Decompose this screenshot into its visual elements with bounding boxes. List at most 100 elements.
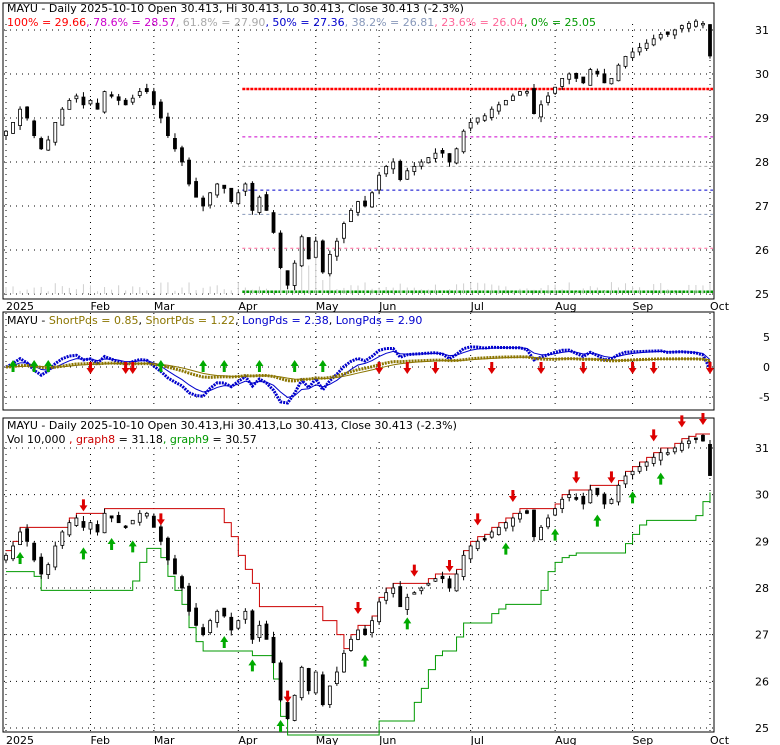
- volume-bar: [125, 290, 127, 294]
- buy-arrow: [656, 472, 665, 485]
- candle-body: [510, 95, 515, 101]
- candle-body: [433, 152, 438, 159]
- volume-bar: [477, 282, 479, 294]
- candle-body: [496, 526, 501, 536]
- candle-body: [271, 212, 276, 233]
- sell-arrow: [283, 690, 292, 703]
- x-tick-label: Oct: [710, 300, 730, 313]
- candle-body: [306, 237, 311, 260]
- candle-body: [53, 122, 58, 143]
- candle-body: [334, 671, 339, 685]
- price-panel-title: MAYU - Daily 2025-10-10 Open 30.413, Hi …: [7, 2, 464, 15]
- candle-body: [356, 201, 360, 213]
- candle-body: [95, 102, 100, 110]
- candle-body: [4, 554, 8, 561]
- buy-arrow: [107, 538, 116, 550]
- oscillator-legend-item: ,: [329, 314, 336, 327]
- up-arrow: [290, 360, 299, 372]
- sell-arrow: [508, 490, 517, 502]
- candle-body: [581, 495, 586, 505]
- candle-body: [313, 240, 318, 258]
- down-arrow: [579, 362, 588, 374]
- candle-body: [187, 585, 191, 612]
- x-tick-label: May: [316, 300, 339, 313]
- candle-body: [370, 192, 374, 208]
- candle-body: [679, 25, 684, 30]
- volume-bar: [681, 290, 683, 294]
- y-tick-label: 5: [763, 331, 770, 344]
- candle-body: [651, 456, 656, 464]
- candle-body: [271, 636, 276, 664]
- stops-x-axis: 2025 Feb Mar Apr May Jun Jul Aug Sep Oct: [6, 734, 730, 745]
- oscillator-legend-item: LongPds = 2.38: [242, 314, 329, 327]
- candle-body: [539, 526, 543, 541]
- volume-bar: [653, 284, 655, 294]
- volume-bar: [181, 287, 183, 294]
- volume-bar: [674, 291, 676, 294]
- candle-body: [60, 531, 65, 546]
- y-tick-label: 27: [755, 629, 769, 642]
- candle-body: [18, 531, 22, 545]
- candle-body: [151, 515, 156, 528]
- volume-bar: [617, 287, 619, 294]
- candle-body: [482, 115, 487, 121]
- candle-body: [651, 38, 656, 46]
- candle-body: [701, 22, 705, 26]
- candle-body: [173, 558, 177, 575]
- signal-arrows: [16, 413, 707, 732]
- oscillator-panel: 5 0 -5 MAYU - ShortPds = 0.85, ShortPds = …: [2, 311, 770, 411]
- y-tick-label: 26: [755, 244, 769, 257]
- oscillator-legend-item: ,: [235, 314, 242, 327]
- candle-body: [602, 73, 607, 84]
- stops-panel: 25 26 27 28 29 30 31 2025 Feb Mar Apr May Jun Jul Aug…: [2, 413, 769, 745]
- candle-body: [461, 130, 466, 153]
- candle-body: [701, 434, 705, 442]
- volume-bar: [188, 282, 190, 294]
- candle-body: [194, 181, 198, 198]
- candle-body: [384, 592, 389, 601]
- candle-body: [32, 542, 37, 561]
- volume-bar: [75, 289, 77, 294]
- volume-bar: [667, 289, 669, 294]
- volume-bar: [378, 287, 380, 294]
- candle-body: [391, 161, 396, 170]
- volume-bar: [202, 287, 204, 294]
- oscillator-lines: [5, 345, 712, 405]
- candle-body: [630, 470, 635, 476]
- candle-body: [342, 652, 346, 673]
- volume-bar: [512, 291, 514, 294]
- candle-body: [546, 95, 550, 103]
- candle-body: [518, 91, 522, 96]
- candle-body: [109, 94, 114, 97]
- volume-bar: [427, 289, 429, 294]
- volume-bar: [639, 287, 641, 294]
- volume-bar: [265, 288, 267, 294]
- volume-bar: [392, 287, 394, 294]
- candle-body: [567, 73, 572, 80]
- candle-body: [285, 270, 290, 286]
- sell-arrow: [649, 429, 658, 442]
- volume-bar: [82, 284, 84, 294]
- candle-body: [426, 157, 431, 164]
- y-tick-label: 30: [755, 489, 769, 502]
- volume-bar: [554, 284, 556, 294]
- volume-bar: [118, 285, 120, 294]
- price-y-axis: 25 26 27 28 29 30 31: [755, 24, 769, 301]
- candle-body: [391, 587, 396, 594]
- volume-bar: [646, 290, 648, 294]
- volume-bar: [97, 291, 99, 294]
- fib-legend-item: , 23.6% = 26.04: [434, 16, 524, 29]
- y-tick-label: 30: [755, 68, 769, 81]
- candle-body: [123, 525, 128, 528]
- x-tick-label: Aug: [555, 300, 576, 313]
- stops-legend-item: , graph9: [163, 433, 209, 446]
- candle-body: [81, 96, 86, 106]
- candle-body: [32, 120, 37, 137]
- volume-bar: [26, 289, 28, 294]
- candle-body: [215, 610, 220, 623]
- buy-arrow: [128, 540, 137, 553]
- volume-bar: [237, 282, 239, 294]
- y-tick-label: -5: [759, 391, 770, 404]
- candle-body: [327, 685, 332, 705]
